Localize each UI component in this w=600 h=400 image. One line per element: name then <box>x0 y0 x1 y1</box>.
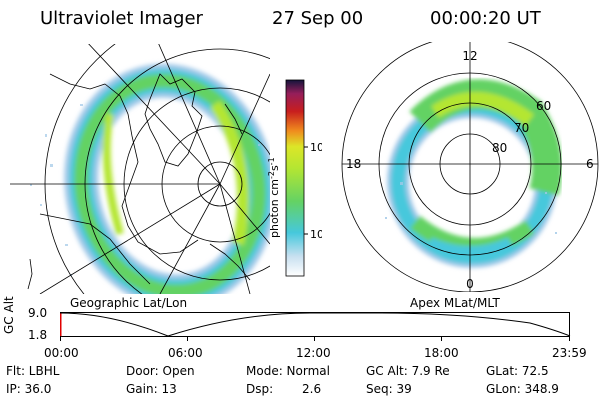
mlat-label-80: 80 <box>492 141 507 155</box>
alt-curve <box>60 312 571 337</box>
gc-alt-info: GC Alt: 7.9 Re <box>366 364 450 378</box>
time-label: 00:00:20 UT <box>430 8 541 29</box>
altitude-plot <box>60 312 571 341</box>
geo-coastlines <box>27 73 251 290</box>
mode-info: Mode: Normal <box>246 364 330 378</box>
ip-info: IP: 36.0 <box>6 382 52 396</box>
polar-plot: 12 18 6 0 60 70 80 <box>341 42 599 292</box>
alt-xlabel-4: 23:59 <box>552 346 587 360</box>
alt-xlabel-3: 18:00 <box>424 346 459 360</box>
dsp-label: Dsp: <box>246 382 274 396</box>
colorbar-ticklabel-100: 100 <box>310 141 322 154</box>
alt-ytick-bottom: 1.8 <box>28 328 48 342</box>
polar-grid <box>341 42 599 292</box>
geographic-label: Geographic Lat/Lon <box>70 296 188 310</box>
gain-info: Gain: 13 <box>126 382 177 396</box>
glat-info: GLat: 72.5 <box>486 364 549 378</box>
colorbar-label: photon cm-2s-1 <box>267 157 281 238</box>
geo-grid <box>10 44 270 294</box>
date-label: 27 Sep 00 <box>272 8 364 29</box>
alt-frame <box>60 312 570 337</box>
mlat-label-70: 70 <box>514 121 529 135</box>
instrument-title: Ultraviolet Imager <box>40 8 203 29</box>
alt-xlabel-2: 12:00 <box>296 346 331 360</box>
geo-aurora-oval <box>64 63 270 294</box>
alt-xlabel-0: 00:00 <box>44 346 79 360</box>
alt-xlabel-1: 06:00 <box>168 346 203 360</box>
mlt-label-18: 18 <box>346 157 361 171</box>
door-info: Door: Open <box>126 364 195 378</box>
geographic-image <box>10 44 270 294</box>
alt-ytick-top: 9.0 <box>28 306 48 320</box>
glon-info: GLon: 348.9 <box>486 382 559 396</box>
alt-ylabel: GC Alt <box>2 296 16 334</box>
polar-noise <box>385 182 557 234</box>
dsp-value: 2.6 <box>302 382 322 396</box>
mlt-label-0: 0 <box>466 277 474 291</box>
mlt-label-6: 6 <box>586 157 594 171</box>
mlt-label-12: 12 <box>462 49 477 63</box>
colorbar-scale <box>285 79 305 277</box>
colorbar-ticklabel-10: 10 <box>310 228 322 241</box>
colorbar: 100 10 photon cm-2s-1 <box>267 79 322 277</box>
filter-info: Flt: LBHL <box>6 364 60 378</box>
mlat-label-60: 60 <box>536 99 551 113</box>
seq-info: Seq: 39 <box>366 382 412 396</box>
apex-label: Apex MLat/MLT <box>410 296 500 310</box>
polar-aurora-oval <box>387 79 562 268</box>
